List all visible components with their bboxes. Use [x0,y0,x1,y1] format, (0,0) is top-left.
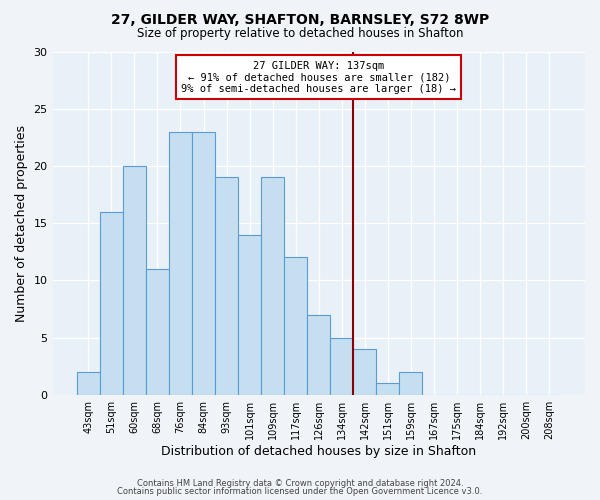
Bar [123,166,146,394]
Y-axis label: Number of detached properties: Number of detached properties [15,124,28,322]
X-axis label: Distribution of detached houses by size in Shafton: Distribution of detached houses by size … [161,444,476,458]
Text: 27 GILDER WAY: 137sqm
← 91% of detached houses are smaller (182)
9% of semi-deta: 27 GILDER WAY: 137sqm ← 91% of detached … [181,60,456,94]
Bar [330,338,353,394]
Bar [77,372,100,394]
Bar [146,269,169,394]
Bar [192,132,215,394]
Bar [353,349,376,395]
Bar [376,384,400,394]
Bar [169,132,192,394]
Bar [261,178,284,394]
Text: Contains public sector information licensed under the Open Government Licence v3: Contains public sector information licen… [118,487,482,496]
Text: Size of property relative to detached houses in Shafton: Size of property relative to detached ho… [137,28,463,40]
Bar [400,372,422,394]
Text: 27, GILDER WAY, SHAFTON, BARNSLEY, S72 8WP: 27, GILDER WAY, SHAFTON, BARNSLEY, S72 8… [111,12,489,26]
Bar [307,314,330,394]
Bar [215,178,238,394]
Bar [284,258,307,394]
Bar [100,212,123,394]
Text: Contains HM Land Registry data © Crown copyright and database right 2024.: Contains HM Land Registry data © Crown c… [137,478,463,488]
Bar [238,234,261,394]
